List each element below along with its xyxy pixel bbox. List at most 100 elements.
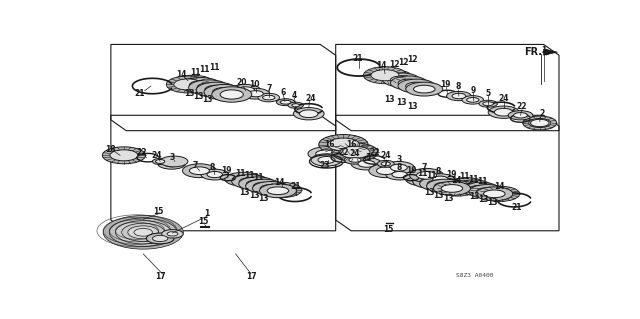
Text: 11: 11 xyxy=(459,172,470,182)
Ellipse shape xyxy=(246,179,283,193)
Ellipse shape xyxy=(319,135,368,154)
Text: 22: 22 xyxy=(338,148,349,157)
Ellipse shape xyxy=(351,158,382,170)
Ellipse shape xyxy=(242,88,269,99)
Ellipse shape xyxy=(375,70,412,84)
Ellipse shape xyxy=(433,182,470,195)
Text: 5: 5 xyxy=(486,89,491,98)
Ellipse shape xyxy=(259,184,296,198)
Ellipse shape xyxy=(239,177,276,191)
Text: 19: 19 xyxy=(446,170,456,179)
Ellipse shape xyxy=(433,176,448,182)
Ellipse shape xyxy=(420,177,456,191)
Ellipse shape xyxy=(147,233,174,244)
Text: 20: 20 xyxy=(237,78,247,87)
Ellipse shape xyxy=(115,221,171,244)
Text: S8Z3 A0400: S8Z3 A0400 xyxy=(456,273,493,278)
Ellipse shape xyxy=(378,160,394,167)
Text: 11: 11 xyxy=(200,65,210,74)
Text: 13: 13 xyxy=(203,95,213,104)
Text: 21: 21 xyxy=(352,54,362,63)
Ellipse shape xyxy=(102,147,145,164)
Ellipse shape xyxy=(280,100,291,104)
Ellipse shape xyxy=(383,73,420,87)
Text: 13: 13 xyxy=(239,188,250,197)
Ellipse shape xyxy=(344,156,365,164)
Ellipse shape xyxy=(262,95,275,100)
Text: 1: 1 xyxy=(541,46,546,55)
Ellipse shape xyxy=(212,87,236,97)
Text: 7: 7 xyxy=(382,160,388,169)
Ellipse shape xyxy=(212,87,252,102)
Ellipse shape xyxy=(462,96,484,104)
Ellipse shape xyxy=(484,190,505,198)
Ellipse shape xyxy=(189,80,228,95)
Text: 17: 17 xyxy=(155,272,166,281)
Ellipse shape xyxy=(381,162,390,166)
Ellipse shape xyxy=(413,174,450,189)
Ellipse shape xyxy=(152,235,168,241)
Text: 13: 13 xyxy=(193,92,204,101)
Text: 22: 22 xyxy=(136,148,147,157)
Ellipse shape xyxy=(166,76,209,93)
Ellipse shape xyxy=(288,102,303,108)
Text: 8: 8 xyxy=(435,167,441,176)
Ellipse shape xyxy=(364,67,406,84)
Text: 7: 7 xyxy=(422,163,427,172)
Ellipse shape xyxy=(207,172,223,178)
Ellipse shape xyxy=(174,79,202,90)
Ellipse shape xyxy=(253,182,289,195)
Ellipse shape xyxy=(486,189,513,199)
Text: 9: 9 xyxy=(470,86,476,95)
Text: 14: 14 xyxy=(495,182,505,191)
Text: 13: 13 xyxy=(443,194,453,203)
Ellipse shape xyxy=(293,108,324,120)
Ellipse shape xyxy=(109,218,177,247)
Text: 8: 8 xyxy=(397,163,403,172)
Text: 13: 13 xyxy=(478,195,489,204)
Text: 13: 13 xyxy=(258,194,269,203)
Text: 17: 17 xyxy=(246,272,256,281)
Text: 11: 11 xyxy=(235,168,246,178)
Ellipse shape xyxy=(417,172,436,179)
Text: 22: 22 xyxy=(516,101,527,111)
Text: 21: 21 xyxy=(511,203,522,212)
Ellipse shape xyxy=(232,174,269,189)
Text: 22: 22 xyxy=(369,148,380,157)
Polygon shape xyxy=(543,49,557,55)
Ellipse shape xyxy=(134,228,152,236)
Text: 2: 2 xyxy=(540,109,545,118)
Text: 11: 11 xyxy=(468,175,479,184)
Ellipse shape xyxy=(220,90,243,99)
Ellipse shape xyxy=(239,178,261,185)
Ellipse shape xyxy=(435,182,456,190)
Ellipse shape xyxy=(398,79,420,87)
Text: 13: 13 xyxy=(424,188,435,197)
Ellipse shape xyxy=(467,98,479,102)
Text: 3: 3 xyxy=(396,155,401,164)
Ellipse shape xyxy=(476,187,513,201)
Ellipse shape xyxy=(167,232,178,236)
Ellipse shape xyxy=(483,102,493,106)
Ellipse shape xyxy=(246,180,268,188)
Text: 3: 3 xyxy=(170,153,175,162)
Text: 8: 8 xyxy=(456,82,461,91)
Text: 13: 13 xyxy=(434,191,444,200)
Ellipse shape xyxy=(182,78,205,87)
Ellipse shape xyxy=(332,143,378,161)
Ellipse shape xyxy=(392,172,407,178)
Ellipse shape xyxy=(376,167,395,174)
Text: 3: 3 xyxy=(365,153,371,162)
Ellipse shape xyxy=(156,160,164,163)
Ellipse shape xyxy=(197,83,220,92)
Ellipse shape xyxy=(122,223,164,241)
Ellipse shape xyxy=(236,87,255,94)
Text: 11: 11 xyxy=(209,63,220,72)
Text: 19: 19 xyxy=(221,166,232,175)
Ellipse shape xyxy=(463,183,484,191)
Text: 13: 13 xyxy=(408,101,418,111)
Ellipse shape xyxy=(164,161,179,167)
Ellipse shape xyxy=(448,178,485,191)
Ellipse shape xyxy=(383,161,414,174)
Text: 24: 24 xyxy=(499,94,509,103)
